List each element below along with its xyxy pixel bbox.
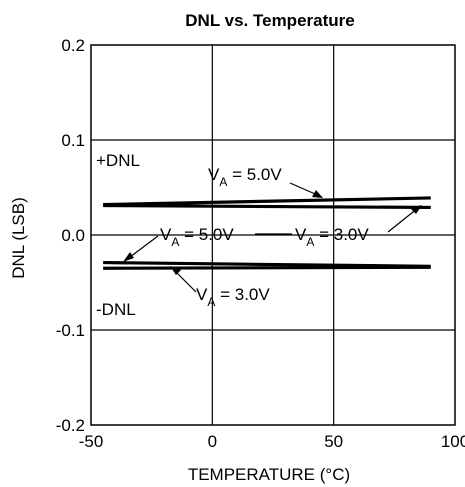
annotation-minus-dnl: -DNL <box>96 300 136 319</box>
series-line-0 <box>103 196 431 207</box>
arrowhead-va-5-lower <box>123 252 134 262</box>
series-line-3 <box>103 265 431 270</box>
annotation-va-3-upper: VA = 3.0V <box>295 225 369 249</box>
grid <box>91 45 455 425</box>
series-line-1 <box>103 203 431 210</box>
x-tick-label-1: 0 <box>208 432 217 451</box>
annotation-va-5-lower: VA = 5.0V <box>160 225 234 249</box>
y-tick-label-3: 0.1 <box>61 131 85 150</box>
plot-frame <box>90 44 456 426</box>
x-tick-label-2: 50 <box>324 432 343 451</box>
annotation-plus-dnl: +DNL <box>96 151 140 170</box>
annotation-va-5-upper: VA = 5.0V <box>208 165 282 189</box>
y-tick-label-0: -0.2 <box>56 416 85 435</box>
arrowhead-va-5-upper <box>312 190 323 198</box>
series-group <box>103 196 431 270</box>
tick-labels: -50 0 50 100 -0.2 -0.1 0.0 0.1 0.2 <box>56 36 465 451</box>
y-tick-label-1: -0.1 <box>56 321 85 340</box>
series-line-2 <box>103 260 431 268</box>
y-axis-label: DNL (LSB) <box>9 197 28 279</box>
x-tick-label-0: -50 <box>79 432 104 451</box>
y-tick-label-4: 0.2 <box>61 36 85 55</box>
annotation-leaders <box>123 182 422 293</box>
y-tick-label-2: 0.0 <box>61 226 85 245</box>
leader-line-va-3-upper <box>387 207 419 233</box>
annotation-va-3-lower: VA = 3.0V <box>196 285 270 309</box>
x-axis-label: TEMPERATURE (°C) <box>188 465 350 484</box>
x-tick-label-3: 100 <box>441 432 465 451</box>
arrowhead-va-3-lower <box>170 266 181 275</box>
chart-title: DNL vs. Temperature <box>185 11 354 30</box>
arrowhead-va-3-upper <box>410 205 422 214</box>
